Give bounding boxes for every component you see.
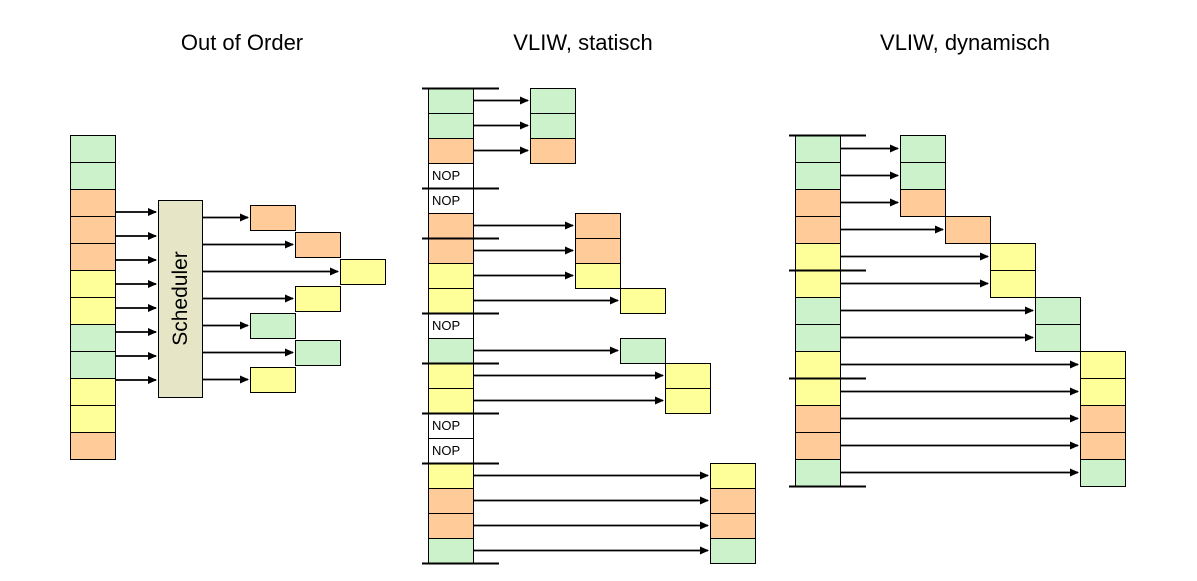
scheduler-label: Scheduler — [169, 251, 192, 346]
issued-instruction-box — [900, 162, 946, 190]
issued-instruction-box — [295, 340, 341, 366]
issued-instruction-box — [1035, 324, 1081, 352]
issued-instruction-box — [575, 213, 621, 239]
instruction-box — [795, 432, 841, 460]
instruction-box — [428, 138, 474, 164]
instruction-box — [795, 351, 841, 379]
issued-instruction-box — [665, 388, 711, 414]
instruction-box — [795, 459, 841, 487]
nop-label: NOP — [432, 443, 460, 458]
instruction-box — [70, 405, 116, 433]
nop-label: NOP — [432, 318, 460, 333]
issued-instruction-box — [340, 259, 386, 285]
instruction-box — [428, 363, 474, 389]
issued-instruction-box — [710, 538, 756, 564]
instruction-box — [70, 324, 116, 352]
issued-instruction-box — [530, 113, 576, 139]
issued-instruction-box — [620, 338, 666, 364]
issued-instruction-box — [1080, 351, 1126, 379]
instruction-box — [70, 135, 116, 163]
nop-label: NOP — [432, 168, 460, 183]
instruction-box — [795, 297, 841, 325]
issued-instruction-box — [710, 513, 756, 539]
issued-instruction-box — [1035, 297, 1081, 325]
instruction-box — [795, 405, 841, 433]
instruction-box — [428, 338, 474, 364]
nop-box — [428, 413, 474, 439]
issued-instruction-box — [295, 286, 341, 312]
issued-instruction-box — [990, 243, 1036, 271]
instruction-box — [428, 238, 474, 264]
instruction-box — [70, 378, 116, 406]
instruction-box — [795, 270, 841, 298]
instruction-box — [428, 388, 474, 414]
scheduler-box — [158, 200, 203, 398]
instruction-box — [428, 113, 474, 139]
panel-title-vliw-dynamic: VLIW, dynamisch — [880, 30, 1050, 55]
instruction-box — [428, 463, 474, 489]
issued-instruction-box — [900, 135, 946, 163]
nop-label: NOP — [432, 418, 460, 433]
instruction-box — [795, 243, 841, 271]
nop-label: NOP — [432, 193, 460, 208]
issued-instruction-box — [1080, 378, 1126, 406]
instruction-box — [428, 538, 474, 564]
issued-instruction-box — [530, 138, 576, 164]
issued-instruction-box — [710, 463, 756, 489]
issued-instruction-box — [295, 232, 341, 258]
issued-instruction-box — [900, 189, 946, 217]
issued-instruction-box — [710, 488, 756, 514]
issued-instruction-box — [1080, 459, 1126, 487]
instruction-box — [428, 213, 474, 239]
instruction-box — [70, 297, 116, 325]
panel-title-vliw-static: VLIW, statisch — [513, 30, 653, 55]
issued-instruction-box — [945, 216, 991, 244]
instruction-box — [70, 270, 116, 298]
instruction-box — [70, 216, 116, 244]
instruction-box — [428, 288, 474, 314]
instruction-box — [795, 324, 841, 352]
instruction-box — [795, 189, 841, 217]
nop-box — [428, 313, 474, 339]
issued-instruction-box — [620, 288, 666, 314]
instruction-box — [70, 243, 116, 271]
instruction-box — [428, 488, 474, 514]
issued-instruction-box — [1080, 432, 1126, 460]
nop-box — [428, 163, 474, 189]
instruction-box — [428, 88, 474, 114]
instruction-box — [795, 216, 841, 244]
nop-box — [428, 188, 474, 214]
instruction-box — [795, 378, 841, 406]
instruction-box — [70, 351, 116, 379]
instruction-box — [70, 432, 116, 460]
instruction-box — [795, 162, 841, 190]
instruction-box — [428, 263, 474, 289]
issued-instruction-box — [250, 367, 296, 393]
issued-instruction-box — [990, 270, 1036, 298]
issued-instruction-box — [575, 263, 621, 289]
instruction-box — [795, 135, 841, 163]
issued-instruction-box — [575, 238, 621, 264]
issued-instruction-box — [250, 313, 296, 339]
instruction-box — [70, 189, 116, 217]
issued-instruction-box — [250, 205, 296, 231]
panel-title-out-of-order: Out of Order — [180, 30, 304, 55]
issued-instruction-box — [530, 88, 576, 114]
instruction-box — [70, 162, 116, 190]
issued-instruction-box — [1080, 405, 1126, 433]
issued-instruction-box — [665, 363, 711, 389]
instruction-box — [428, 513, 474, 539]
